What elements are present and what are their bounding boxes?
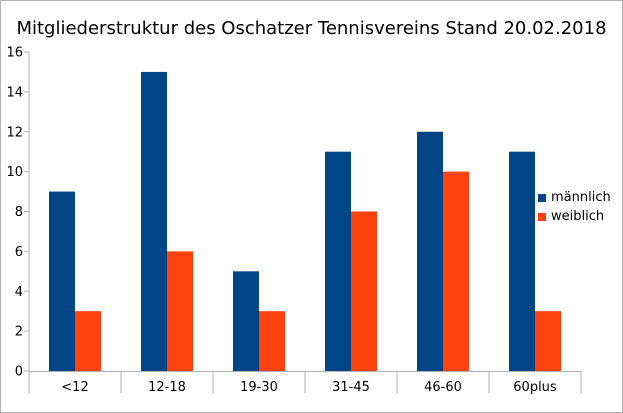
- x-tick-label: <12: [61, 380, 88, 395]
- y-tick-label: 14: [6, 85, 23, 100]
- x-tick-label: 12-18: [148, 380, 186, 395]
- bar-weiblich: [75, 311, 101, 371]
- chart-legend: männlich weiblich: [538, 188, 611, 226]
- legend-swatch-maennlich: [538, 193, 546, 202]
- bar-maennlich: [325, 151, 351, 371]
- bar-maennlich: [49, 191, 75, 371]
- bar-maennlich: [417, 131, 443, 371]
- y-tick-label: 4: [15, 285, 23, 300]
- bar-weiblich: [535, 311, 561, 371]
- x-tick-label: 31-45: [332, 380, 370, 395]
- bar-weiblich: [167, 251, 193, 371]
- chart-title: Mitgliederstruktur des Oschatzer Tennisv…: [16, 18, 607, 39]
- y-tick-label: 0: [15, 365, 23, 380]
- bar-maennlich: [141, 71, 167, 371]
- bar-weiblich: [443, 171, 469, 371]
- legend-label-weiblich: weiblich: [551, 209, 605, 224]
- bar-maennlich: [509, 151, 535, 371]
- bar-weiblich: [351, 211, 377, 371]
- legend-item-maennlich: männlich: [538, 188, 611, 207]
- legend-swatch-weiblich: [538, 212, 546, 221]
- y-tick-label: 16: [6, 46, 23, 61]
- y-tick-label: 10: [6, 165, 23, 180]
- x-tick-label: 19-30: [240, 380, 278, 395]
- y-tick-label: 12: [6, 125, 23, 140]
- x-tick-label: 60plus: [513, 380, 557, 395]
- legend-label-maennlich: männlich: [551, 190, 611, 205]
- y-tick-label: 6: [15, 245, 23, 260]
- bar-weiblich: [259, 311, 285, 371]
- bar-maennlich: [233, 271, 259, 371]
- y-tick-label: 2: [15, 325, 23, 340]
- x-tick-label: 46-60: [424, 380, 462, 395]
- y-tick-label: 8: [15, 205, 23, 220]
- legend-item-weiblich: weiblich: [538, 207, 611, 226]
